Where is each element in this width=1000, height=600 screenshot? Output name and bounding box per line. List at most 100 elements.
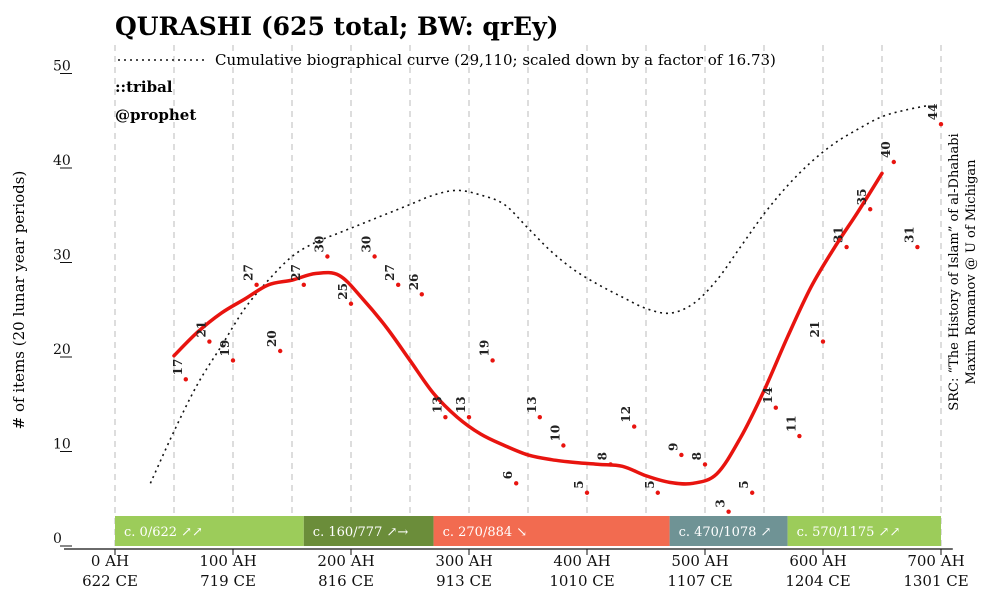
data-label-8: 30 (360, 236, 374, 253)
y-axis-label: # of items (20 lunar year periods) (10, 171, 28, 430)
data-point-9 (396, 282, 401, 288)
data-point-2 (230, 358, 236, 363)
data-point-26 (797, 433, 802, 439)
x-tick-ce-2: 816 CE (318, 572, 374, 590)
data-point-0 (183, 377, 188, 382)
data-point-11 (443, 414, 448, 420)
data-label-21: 9 (666, 443, 680, 451)
x-tick-ce-3: 913 CE (436, 572, 492, 590)
grid-layer (114, 45, 942, 548)
data-label-10: 26 (407, 274, 421, 291)
data-point-18 (608, 462, 613, 467)
source-line-1: SRC: “The History of Islam” of al-Dhahab… (947, 133, 962, 410)
data-label-6: 30 (312, 236, 326, 253)
period-band-4 (787, 516, 941, 546)
x-tick-ce-7: 1301 CE (903, 572, 968, 590)
data-label-13: 19 (478, 340, 492, 357)
data-label-12: 13 (454, 396, 468, 413)
cumulative-curve (149, 104, 930, 484)
period-label-4: c. 570/1175 ↗↗ (797, 525, 901, 540)
data-label-1: 21 (194, 321, 208, 338)
data-point-21 (679, 452, 684, 458)
data-label-31: 31 (902, 226, 916, 243)
data-label-0: 17 (171, 359, 185, 376)
x-tick-ah-6: 600 AH (789, 552, 846, 570)
data-point-13 (490, 358, 495, 363)
data-label-24: 5 (737, 480, 751, 488)
data-point-24 (750, 490, 755, 495)
x-tick-ah-7: 700 AH (907, 552, 964, 570)
x-tick-ah-0: 0 AH (91, 552, 129, 570)
x-tick-ah-1: 100 AH (199, 552, 256, 570)
y-tick-label-1: 10 (53, 437, 71, 453)
period-bands: c. 0/622 ↗↗ c. 160/777 ↗→ c. 270/884 ↘ c. 4… (115, 516, 941, 546)
data-label-20: 5 (643, 480, 657, 488)
data-point-5 (301, 282, 306, 288)
data-point-23 (726, 509, 731, 514)
data-point-12 (466, 414, 472, 420)
data-point-19 (632, 424, 637, 429)
data-label-15: 13 (525, 396, 539, 413)
legend-label: Cumulative biographical curve (29,110; s… (215, 51, 776, 69)
data-point-20 (655, 490, 660, 495)
data-point-7 (348, 301, 354, 306)
data-label-2: 19 (218, 340, 232, 357)
x-tick-ah-2: 200 AH (317, 552, 374, 570)
x-tick-ah-4: 400 AH (553, 552, 610, 570)
data-label-30: 40 (879, 141, 893, 158)
data-point-28 (844, 244, 849, 250)
data-point-17 (584, 490, 590, 495)
period-band-1 (303, 516, 434, 546)
data-label-27: 21 (808, 321, 822, 338)
data-point-4 (278, 348, 283, 354)
data-label-11: 13 (430, 396, 444, 413)
data-label-5: 27 (289, 264, 303, 281)
data-point-15 (537, 414, 542, 420)
data-point-32 (938, 122, 944, 127)
x-tick-ah-3: 300 AH (435, 552, 492, 570)
chart-title: QURASHI (625 total; BW: qrEy) (115, 12, 558, 41)
data-label-18: 8 (596, 452, 610, 460)
smooth-line-layer (172, 171, 884, 486)
data-label-19: 12 (619, 406, 633, 423)
x-tick-ah-5: 500 AH (671, 552, 728, 570)
x-tick-ce-4: 1010 CE (549, 572, 614, 590)
data-label-23: 3 (714, 499, 728, 507)
data-label-16: 10 (548, 425, 562, 442)
period-label-0: c. 0/622 ↗↗ (124, 525, 203, 540)
data-point-14 (514, 481, 519, 486)
x-tick-ce-5: 1107 CE (667, 572, 732, 590)
data-label-14: 6 (501, 471, 515, 479)
x-tick-ce-6: 1204 CE (785, 572, 850, 590)
x-tick-ce-0: 622 CE (82, 572, 138, 590)
data-point-22 (702, 462, 708, 467)
data-point-27 (820, 339, 826, 344)
tag-tribal: ::tribal (115, 78, 173, 96)
data-point-30 (891, 159, 896, 165)
period-label-3: c. 470/1078 ↗ (679, 525, 772, 540)
data-points-layer: 17 21 19 27 20 27 30 25 30 27 26 13 13 19 6 13 10 5 8 12 5 9 8… (171, 103, 944, 514)
data-point-31 (915, 244, 920, 250)
cumulative-curve-layer (149, 104, 930, 484)
period-label-2: c. 270/884 ↘ (443, 525, 528, 540)
data-label-25: 14 (761, 387, 775, 404)
y-tick-label-3: 30 (53, 248, 71, 264)
period-band-3 (669, 516, 788, 546)
data-label-29: 35 (855, 189, 869, 206)
data-point-16 (561, 443, 566, 448)
period-band-0 (115, 516, 304, 546)
y-tick-label-0: 0 (53, 531, 62, 547)
data-label-28: 31 (832, 226, 846, 243)
period-label-1: c. 160/777 ↗→ (313, 525, 409, 540)
smooth-trend-line (172, 171, 884, 486)
data-label-17: 5 (572, 480, 586, 488)
data-label-32: 44 (926, 103, 940, 120)
data-label-4: 20 (265, 330, 279, 347)
tag-prophet: @prophet (115, 106, 196, 124)
y-tick-label-2: 20 (53, 342, 71, 358)
data-point-10 (419, 292, 424, 297)
data-point-8 (372, 254, 377, 259)
y-tick-label-5: 50 (53, 59, 71, 75)
